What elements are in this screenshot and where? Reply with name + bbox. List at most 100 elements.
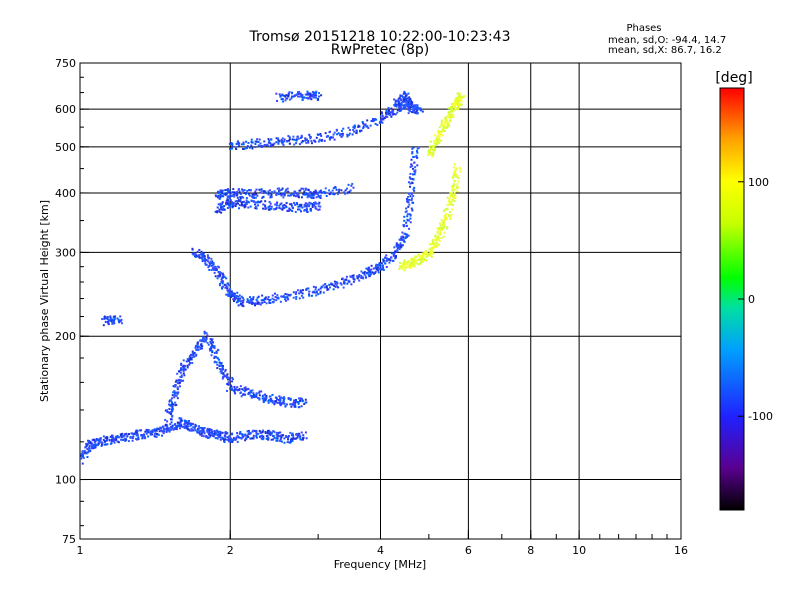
data-point-o [287,139,290,142]
data-point-o [241,388,244,391]
data-point-o [344,189,347,192]
data-point-o [323,139,326,142]
data-point-o [89,441,92,444]
data-point-o [303,402,306,405]
data-point-o [243,192,246,195]
data-point-o [225,200,228,203]
data-point-o [193,352,196,355]
data-point-o [314,205,317,208]
data-point-o [286,187,289,190]
data-point-o [404,97,407,100]
data-point-o [317,208,320,211]
data-point-o [401,231,404,234]
data-point-o [216,363,219,366]
data-point-x [432,149,435,152]
data-point-o [188,422,191,425]
data-point-o [287,298,290,301]
data-point-o [343,191,346,194]
data-point-o [288,91,291,94]
data-point-o [239,196,242,199]
data-point-o [381,121,384,124]
data-point-o [392,253,395,256]
data-point-o [267,138,270,141]
data-point-x [452,183,455,186]
data-point-o [205,336,208,339]
data-point-o [113,438,116,441]
data-point-o [166,429,169,432]
data-point-o [160,429,163,432]
data-point-o [293,192,296,195]
data-point-o [267,193,270,196]
data-point-o [188,357,191,360]
data-point-o [203,431,206,434]
data-point-o [200,426,203,429]
data-point-o [237,295,240,298]
data-point-o [204,435,207,438]
data-point-x [431,240,434,243]
data-point-o [413,189,416,192]
data-point-o [279,435,282,438]
data-point-o [293,401,296,404]
data-point-o [377,269,380,272]
data-point-o [412,146,415,149]
data-point-o [320,94,323,97]
data-point-o [409,214,412,217]
data-point-o [85,444,88,447]
data-point-o [242,141,245,144]
colorbar-tick-label: 100 [748,176,769,189]
data-point-o [196,342,199,345]
data-point-o [312,194,315,197]
data-point-o [291,193,294,196]
data-point-o [92,438,95,441]
data-point-o [337,132,340,135]
data-point-o [299,290,302,293]
data-point-o [214,275,217,278]
data-point-x [443,209,446,212]
data-point-o [258,391,261,394]
data-point-x [431,146,434,149]
data-point-o [247,141,250,144]
data-point-o [269,202,272,205]
data-point-o [405,210,408,213]
data-point-o [203,332,206,335]
data-point-x [429,243,432,246]
data-point-o [248,194,251,197]
data-point-o [283,398,286,401]
data-point-o [260,437,263,440]
data-point-o [267,437,270,440]
data-point-x [428,153,431,156]
data-point-o [334,282,337,285]
data-point-o [153,435,156,438]
data-point-o [341,132,344,135]
data-point-o [195,348,198,351]
data-point-o [407,219,410,222]
data-point-o [409,195,412,198]
data-point-o [233,191,236,194]
data-point-o [282,100,285,103]
data-point-x [410,261,413,264]
data-point-o [335,281,338,284]
data-point-o [360,129,363,132]
data-point-o [237,188,240,191]
data-point-o [230,433,233,436]
data-point-x [436,227,439,230]
data-point-o [311,202,314,205]
data-point-o [176,426,179,429]
data-point-o [136,432,139,435]
data-point-x [403,265,406,268]
data-point-x [443,124,446,127]
data-point-o [104,317,107,320]
data-point-o [262,401,265,404]
data-point-o [275,206,278,209]
data-point-o [300,210,303,213]
data-point-o [408,192,411,195]
data-point-o [261,434,264,437]
data-point-o [171,394,174,397]
data-point-o [304,431,307,434]
data-point-o [203,330,206,333]
data-point-o [403,99,406,102]
data-point-x [462,96,465,99]
data-point-x [446,122,449,125]
data-point-o [145,432,148,435]
data-point-o [368,274,371,277]
